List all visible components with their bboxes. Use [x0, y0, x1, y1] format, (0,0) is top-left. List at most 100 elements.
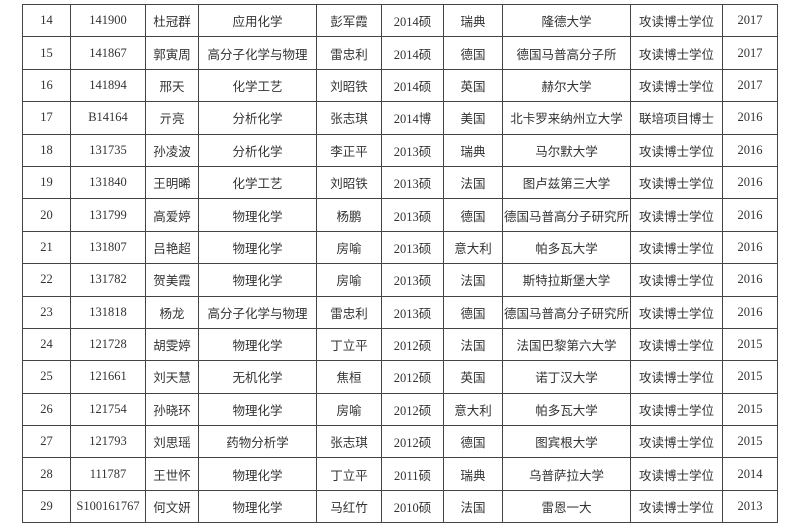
enrollment-cell: 2013硕	[381, 230, 444, 265]
year-cell: 2013	[722, 489, 778, 524]
row-number-cell: 21	[22, 230, 71, 265]
advisor-cell: 马红竹	[316, 489, 382, 524]
row-number-cell: 26	[22, 392, 71, 427]
table-row: 21 131807 吕艳超 物理化学 房喻 2013硕 意大利 帕多瓦大学 攻读博士学位 2016	[22, 230, 778, 265]
country-cell: 法国	[443, 489, 503, 524]
country-cell: 德国	[443, 425, 503, 459]
enrollment-cell: 2010硕	[381, 489, 444, 524]
table-row: 29 S100161767 何文妍 物理化学 马红竹 2010硕 法国 雷恩一大 攻读博士学位 2…	[22, 489, 778, 524]
institution-cell: 德国马普高分子研究所	[502, 295, 631, 329]
row-number-cell: 29	[22, 489, 71, 524]
student-id-cell: 131818	[70, 295, 146, 329]
institution-cell: 赫尔大学	[502, 68, 631, 103]
institution-cell: 法国巴黎第六大学	[502, 327, 631, 362]
year-cell: 2017	[722, 36, 778, 70]
major-cell: 物理化学	[198, 263, 317, 297]
year-cell: 2016	[722, 198, 778, 232]
student-id-cell: B14164	[70, 101, 146, 135]
student-name-cell: 郭寅周	[145, 36, 199, 70]
advisor-cell: 焦桓	[316, 360, 382, 394]
advisor-cell: 李正平	[316, 133, 382, 167]
major-cell: 化学工艺	[198, 165, 317, 200]
institution-cell: 图卢兹第三大学	[502, 165, 631, 200]
advisor-cell: 房喻	[316, 392, 382, 427]
program-type-cell: 攻读博士学位	[630, 133, 723, 167]
table-row: 26 121754 孙晓环 物理化学 房喻 2012硕 意大利 帕多瓦大学 攻读博士学位 2015	[22, 392, 778, 427]
advisor-cell: 丁立平	[316, 327, 382, 362]
enrollment-cell: 2014硕	[381, 3, 444, 38]
row-number-cell: 14	[22, 3, 71, 38]
program-type-cell: 攻读博士学位	[630, 425, 723, 459]
table-row: 24 121728 胡雯婷 物理化学 丁立平 2012硕 法国 法国巴黎第六大学 攻读博士学位 2…	[22, 327, 778, 362]
year-cell: 2017	[722, 3, 778, 38]
student-name-cell: 邢天	[145, 68, 199, 103]
table-row: 16 141894 邢天 化学工艺 刘昭铁 2014硕 英国 赫尔大学 攻读博士学位 2017	[22, 68, 778, 103]
enrollment-cell: 2013硕	[381, 133, 444, 167]
student-id-cell: 131807	[70, 230, 146, 265]
enrollment-cell: 2012硕	[381, 392, 444, 427]
program-type-cell: 攻读博士学位	[630, 36, 723, 70]
year-cell: 2016	[722, 101, 778, 135]
country-cell: 法国	[443, 263, 503, 297]
program-type-cell: 攻读博士学位	[630, 165, 723, 200]
country-cell: 德国	[443, 198, 503, 232]
year-cell: 2016	[722, 230, 778, 265]
major-cell: 高分子化学与物理	[198, 36, 317, 70]
enrollment-cell: 2014博	[381, 101, 444, 135]
country-cell: 意大利	[443, 392, 503, 427]
country-cell: 意大利	[443, 230, 503, 265]
student-id-cell: 131799	[70, 198, 146, 232]
row-number-cell: 23	[22, 295, 71, 329]
institution-cell: 帕多瓦大学	[502, 392, 631, 427]
table-row: 18 131735 孙凌波 分析化学 李正平 2013硕 瑞典 马尔默大学 攻读博士学位 2016	[22, 133, 778, 167]
student-name-cell: 王世怀	[145, 457, 199, 491]
major-cell: 分析化学	[198, 101, 317, 135]
advisor-cell: 张志琪	[316, 101, 382, 135]
enrollment-cell: 2012硕	[381, 425, 444, 459]
major-cell: 物理化学	[198, 327, 317, 362]
student-name-cell: 王明晞	[145, 165, 199, 200]
student-id-cell: S100161767	[70, 489, 146, 524]
student-id-cell: 141894	[70, 68, 146, 103]
year-cell: 2016	[722, 263, 778, 297]
major-cell: 化学工艺	[198, 68, 317, 103]
advisor-cell: 刘昭铁	[316, 165, 382, 200]
institution-cell: 北卡罗来纳州立大学	[502, 101, 631, 135]
student-name-cell: 胡雯婷	[145, 327, 199, 362]
year-cell: 2016	[722, 295, 778, 329]
advisor-cell: 房喻	[316, 230, 382, 265]
program-type-cell: 联培项目博士	[630, 101, 723, 135]
country-cell: 法国	[443, 327, 503, 362]
program-type-cell: 攻读博士学位	[630, 263, 723, 297]
country-cell: 德国	[443, 295, 503, 329]
row-number-cell: 16	[22, 68, 71, 103]
program-type-cell: 攻读博士学位	[630, 327, 723, 362]
students-table: 14 141900 杜冠群 应用化学 彭军霞 2014硕 瑞典 隆德大学 攻读博士学位 2017 1…	[22, 3, 778, 524]
year-cell: 2016	[722, 133, 778, 167]
advisor-cell: 房喻	[316, 263, 382, 297]
advisor-cell: 雷忠利	[316, 295, 382, 329]
year-cell: 2015	[722, 392, 778, 427]
major-cell: 分析化学	[198, 133, 317, 167]
program-type-cell: 攻读博士学位	[630, 457, 723, 491]
year-cell: 2015	[722, 360, 778, 394]
institution-cell: 隆德大学	[502, 3, 631, 38]
student-id-cell: 121728	[70, 327, 146, 362]
table-row: 28 111787 王世怀 物理化学 丁立平 2011硕 瑞典 乌普萨拉大学 攻读博士学位 201…	[22, 457, 778, 491]
institution-cell: 图宾根大学	[502, 425, 631, 459]
row-number-cell: 22	[22, 263, 71, 297]
row-number-cell: 25	[22, 360, 71, 394]
enrollment-cell: 2012硕	[381, 327, 444, 362]
major-cell: 物理化学	[198, 457, 317, 491]
table-row: 23 131818 杨龙 高分子化学与物理 雷忠利 2013硕 德国 德国马普高分子研究所 攻读…	[22, 295, 778, 329]
student-name-cell: 高爱婷	[145, 198, 199, 232]
major-cell: 物理化学	[198, 230, 317, 265]
major-cell: 物理化学	[198, 392, 317, 427]
student-id-cell: 131735	[70, 133, 146, 167]
enrollment-cell: 2012硕	[381, 360, 444, 394]
student-name-cell: 刘天慧	[145, 360, 199, 394]
year-cell: 2016	[722, 165, 778, 200]
row-number-cell: 20	[22, 198, 71, 232]
institution-cell: 诺丁汉大学	[502, 360, 631, 394]
country-cell: 法国	[443, 165, 503, 200]
